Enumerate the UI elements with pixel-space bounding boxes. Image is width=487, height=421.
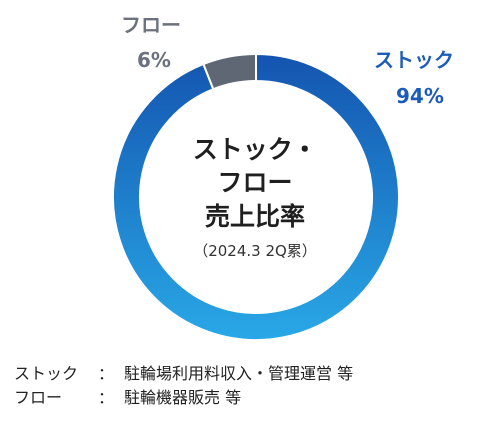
legend-row-stock: ストック ： 駐輪場利用料収入・管理運営 等 bbox=[14, 360, 353, 384]
legend-colon: ： bbox=[98, 388, 115, 407]
legend-term: フロー bbox=[14, 388, 63, 407]
legend-row-flow: フロー ： 駐輪機器販売 等 bbox=[14, 384, 241, 408]
legend-description: 駐輪機器販売 等 bbox=[124, 388, 242, 407]
donut-slice-flow bbox=[202, 52, 257, 91]
center-subtitle: （2024.3 2Q累） bbox=[193, 242, 317, 260]
donut-slice-stock bbox=[112, 52, 400, 341]
stock-slice-value: 94% bbox=[396, 84, 444, 108]
center-title-line-1: ストック・ bbox=[192, 135, 318, 164]
stock-slice-label: ストック bbox=[374, 48, 454, 72]
legend-colon: ： bbox=[98, 364, 115, 383]
legend-description: 駐輪場利用料収入・管理運営 等 bbox=[124, 364, 354, 383]
center-title-line-3: 売上比率 bbox=[204, 202, 305, 231]
flow-slice-value: 6% bbox=[137, 48, 171, 72]
flow-slice-label: フロー bbox=[121, 13, 181, 37]
legend-term: ストック bbox=[14, 364, 79, 383]
center-title-line-2: フロー bbox=[217, 168, 293, 197]
